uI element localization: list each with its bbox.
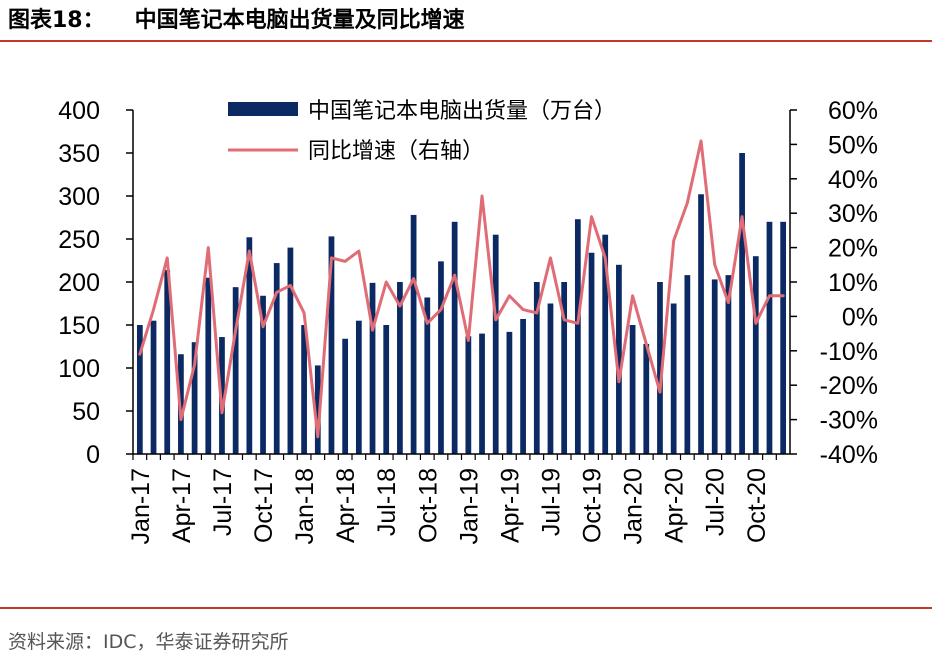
bar [369, 282, 376, 454]
left-tick-label: 250 [58, 226, 100, 254]
bar [492, 234, 499, 454]
bar [465, 336, 472, 454]
bar [602, 234, 609, 454]
x-tick-label: Jan-17 [127, 468, 155, 544]
bar [136, 325, 143, 454]
x-tick-label: Jul-17 [209, 468, 237, 536]
left-tick-label: 150 [58, 312, 100, 340]
right-tick-label: 10% [828, 269, 878, 297]
legend-bar-swatch [228, 102, 298, 116]
bar [574, 219, 581, 454]
bar [657, 282, 663, 454]
footer-divider [0, 607, 932, 609]
right-tick-label: 0% [842, 303, 878, 331]
bar [301, 325, 307, 454]
right-tick-label: -10% [820, 338, 878, 366]
right-tick-label: -40% [820, 441, 878, 469]
x-tick-label: Oct-20 [743, 468, 771, 543]
bar [424, 297, 431, 454]
bar-series [136, 153, 787, 454]
left-tick-label: 400 [58, 97, 100, 125]
bar [616, 264, 622, 454]
bar [260, 295, 266, 454]
right-tick-label: -30% [820, 407, 878, 435]
bar [273, 263, 280, 454]
bar [780, 221, 787, 454]
bar [588, 252, 595, 454]
right-tick-label: 40% [828, 166, 878, 194]
left-tick-label: 50 [72, 398, 100, 426]
bar [670, 303, 677, 454]
figure-title: 图表18： 中国笔记本电脑出货量及同比增速 [8, 2, 465, 34]
bar [410, 214, 417, 454]
right-tick-label: 50% [828, 131, 878, 159]
bar [314, 365, 321, 454]
x-tick-label: Oct-19 [579, 468, 607, 543]
legend-bar-label: 中国笔记本电脑出货量（万台） [308, 99, 616, 124]
bar [328, 236, 335, 454]
x-tick-label: Oct-18 [414, 468, 442, 543]
bar [397, 282, 403, 454]
x-tick-label: Jul-20 [702, 468, 730, 536]
bar [547, 303, 554, 454]
growth-line [138, 139, 785, 439]
bar [383, 325, 390, 454]
bar [725, 275, 732, 454]
bar [438, 261, 444, 454]
bar [232, 287, 239, 454]
growth-points [139, 140, 784, 437]
x-tick-label: Apr-19 [496, 468, 524, 543]
bar [246, 237, 253, 454]
bar [711, 279, 718, 454]
bar [520, 318, 526, 454]
bar [205, 277, 212, 454]
x-tick-label: Apr-17 [168, 468, 196, 543]
bar [355, 320, 362, 454]
x-tick-label: Jul-18 [373, 468, 401, 536]
left-tick-label: 200 [58, 269, 100, 297]
bar [191, 342, 198, 454]
bar [643, 343, 650, 454]
legend-line-label: 同比增速（右轴） [308, 139, 484, 164]
x-tick-label: Jan-18 [291, 468, 319, 544]
bar [506, 331, 513, 454]
right-tick-label: -20% [820, 372, 878, 400]
right-tick-label: 30% [828, 200, 878, 228]
bar [164, 269, 171, 454]
bar [150, 320, 157, 454]
x-tick-label: Jan-19 [455, 468, 483, 544]
bar [752, 256, 759, 454]
left-tick-label: 0 [86, 441, 100, 469]
left-tick-label: 100 [58, 355, 100, 383]
bar [287, 247, 294, 454]
bar [698, 194, 704, 454]
bar [629, 325, 636, 454]
right-tick-label: 60% [828, 97, 878, 125]
bar [533, 282, 540, 454]
title-divider [0, 40, 932, 42]
x-tick-label: Oct-17 [250, 468, 278, 543]
bar [561, 282, 568, 454]
x-tick-label: Apr-20 [661, 468, 689, 543]
x-tick-label: Jan-20 [620, 468, 648, 544]
bar [451, 221, 458, 454]
right-tick-label: 20% [828, 235, 878, 263]
x-tick-label: Jul-19 [537, 468, 565, 536]
bar [342, 338, 349, 454]
chart-canvas: 0 50 100 150 200 250 300 350 400 -40% -30% -20% -10%… [58, 97, 878, 544]
source-note: 资料来源：IDC，华泰证券研究所 [8, 631, 289, 653]
x-tick-label: Apr-18 [332, 468, 360, 543]
bar [479, 333, 485, 454]
left-tick-label: 300 [58, 183, 100, 211]
bar [766, 221, 773, 454]
figure-title-text: 中国笔记本电脑出货量及同比增速 [134, 8, 465, 33]
bar [684, 275, 691, 454]
left-tick-label: 350 [58, 140, 100, 168]
figure-number: 图表18： [8, 8, 105, 33]
bar [739, 153, 745, 454]
